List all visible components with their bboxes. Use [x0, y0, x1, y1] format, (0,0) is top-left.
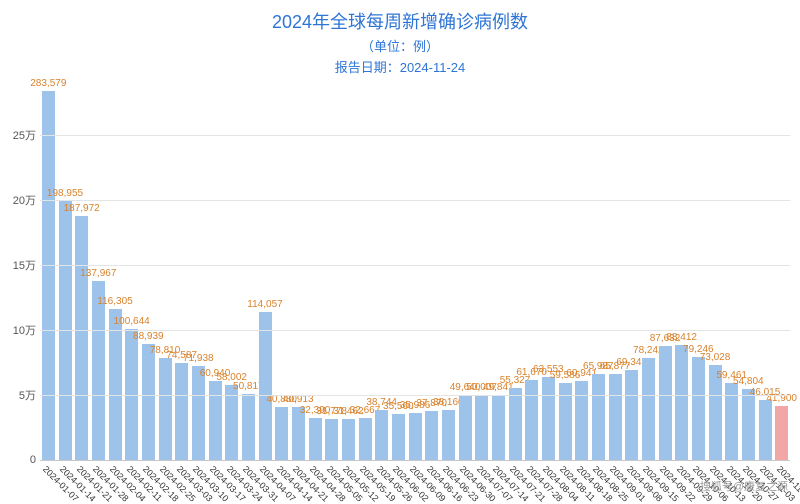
bar	[425, 411, 438, 460]
bar	[309, 418, 322, 460]
bar	[492, 395, 505, 460]
bar	[192, 366, 205, 460]
chart-subtitle: （单位：例）	[0, 36, 800, 55]
bar	[525, 380, 538, 460]
value-label: 88,412	[666, 332, 697, 343]
y-axis-tick: 10万	[0, 322, 36, 338]
value-label: 71,938	[183, 353, 214, 364]
bar	[409, 413, 422, 460]
bar	[209, 381, 222, 460]
value-label: 137,967	[80, 268, 116, 279]
bar	[392, 414, 405, 460]
bar	[659, 346, 672, 460]
bar	[775, 406, 788, 460]
y-axis-tick: 20万	[0, 192, 36, 208]
grid-line	[40, 200, 790, 201]
bar	[42, 91, 55, 460]
bar	[175, 363, 188, 460]
grid-line	[40, 330, 790, 331]
y-axis-tick: 5万	[0, 387, 36, 403]
bar	[475, 395, 488, 460]
y-axis-tick: 25万	[0, 127, 36, 143]
grid-line	[40, 395, 790, 396]
y-axis-tick: 15万	[0, 257, 36, 273]
value-label: 73,028	[700, 352, 731, 363]
bar	[259, 312, 272, 460]
value-label: 198,955	[47, 188, 83, 199]
bar	[692, 357, 705, 460]
value-label: 187,972	[64, 203, 100, 214]
bar	[509, 388, 522, 460]
bar	[342, 419, 355, 460]
y-axis-tick: 0	[0, 454, 36, 466]
bar	[325, 419, 338, 460]
bar	[375, 410, 388, 460]
bar	[359, 418, 372, 460]
bar	[759, 400, 772, 460]
value-label: 100,644	[114, 316, 150, 327]
bar	[625, 370, 638, 460]
value-label: 54,804	[733, 376, 764, 387]
bar	[459, 395, 472, 460]
bar	[275, 407, 288, 460]
bar	[742, 389, 755, 460]
bar	[609, 374, 622, 460]
value-label: 116,305	[97, 296, 132, 307]
value-label: 283,579	[30, 78, 66, 89]
chart-container: 2024年全球每周新增确诊病例数 （单位：例） 报告日期：2024-11-24 …	[0, 0, 800, 500]
bar	[92, 281, 105, 460]
chart-titles: 2024年全球每周新增确诊病例数 （单位：例） 报告日期：2024-11-24	[0, 0, 800, 76]
bar	[642, 358, 655, 460]
bar	[109, 309, 122, 460]
chart-title: 2024年全球每周新增确诊病例数	[0, 8, 800, 34]
grid-line	[40, 265, 790, 266]
bar	[592, 374, 605, 460]
bar	[142, 344, 155, 460]
bar	[442, 410, 455, 460]
bar	[75, 216, 88, 460]
value-label: 88,939	[133, 331, 164, 342]
bar	[242, 394, 255, 460]
plot-area: 283,579198,955187,972137,967116,305100,6…	[40, 70, 790, 461]
bar	[542, 377, 555, 460]
bar	[159, 358, 172, 460]
watermark-text: 搜狐号@康复之源	[700, 478, 788, 494]
bar	[675, 345, 688, 460]
value-label: 114,057	[247, 299, 282, 310]
bar	[575, 381, 588, 460]
grid-line	[40, 135, 790, 136]
